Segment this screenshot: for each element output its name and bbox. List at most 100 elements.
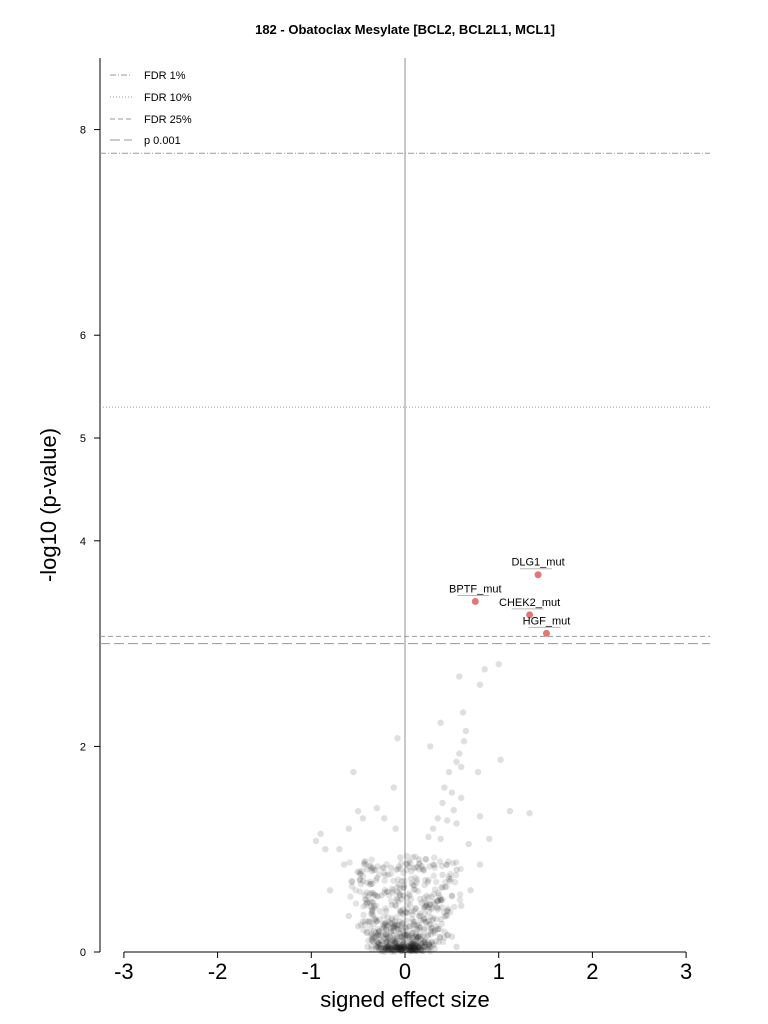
data-point xyxy=(457,865,464,873)
data-point xyxy=(382,945,390,953)
data-point xyxy=(372,902,380,909)
data-point xyxy=(412,947,419,954)
data-point xyxy=(415,944,423,951)
data-point xyxy=(427,948,434,955)
data-point xyxy=(363,879,370,886)
y-tick-label: 0 xyxy=(80,947,86,959)
data-point xyxy=(368,898,376,905)
data-point xyxy=(390,935,397,942)
data-point xyxy=(411,918,418,925)
x-tick-label: -1 xyxy=(302,959,322,984)
data-point xyxy=(445,858,452,865)
legend-label-fdr10: FDR 10% xyxy=(144,92,192,104)
data-point xyxy=(456,673,463,680)
data-point xyxy=(416,860,423,867)
data-point xyxy=(412,886,419,893)
data-point xyxy=(394,865,402,873)
data-point xyxy=(373,804,381,812)
data-point xyxy=(397,854,404,861)
data-point xyxy=(365,937,372,944)
data-point xyxy=(416,924,424,931)
data-point xyxy=(421,942,429,949)
data-point xyxy=(405,946,412,953)
data-point xyxy=(392,825,399,832)
data-point xyxy=(421,898,428,905)
data-point xyxy=(415,912,423,920)
data-point xyxy=(526,810,533,817)
data-point xyxy=(377,945,385,952)
data-point xyxy=(383,861,390,868)
data-point xyxy=(374,863,381,870)
data-point xyxy=(431,864,438,871)
data-point xyxy=(392,944,399,952)
data-point xyxy=(428,893,435,900)
data-point xyxy=(414,926,421,933)
data-point xyxy=(382,939,390,946)
data-point xyxy=(427,931,435,938)
data-point xyxy=(422,855,430,863)
data-point xyxy=(405,942,413,950)
data-point xyxy=(362,860,369,868)
data-point xyxy=(406,923,413,930)
data-point xyxy=(403,946,410,953)
data-point xyxy=(387,864,395,871)
data-point xyxy=(365,863,373,870)
data-point xyxy=(389,937,397,944)
data-point xyxy=(387,944,394,952)
data-point xyxy=(401,931,409,938)
data-point xyxy=(399,946,406,954)
data-point xyxy=(447,875,455,883)
data-point xyxy=(421,910,429,918)
data-point xyxy=(396,945,403,952)
data-point xyxy=(436,933,444,941)
data-point xyxy=(415,944,422,952)
data-point xyxy=(397,945,404,952)
data-point xyxy=(383,923,391,930)
data-point xyxy=(375,927,383,935)
data-point xyxy=(366,881,374,888)
data-point xyxy=(422,856,429,863)
data-point xyxy=(370,927,377,935)
data-point xyxy=(405,890,412,897)
data-point xyxy=(384,946,392,953)
data-point xyxy=(400,911,407,918)
data-point xyxy=(391,944,399,951)
data-point xyxy=(433,897,441,905)
data-point xyxy=(386,938,394,945)
data-point xyxy=(394,883,401,891)
data-point xyxy=(429,916,436,924)
data-point xyxy=(394,945,402,953)
data-point xyxy=(402,909,409,916)
data-point xyxy=(416,944,424,951)
data-point xyxy=(382,919,389,927)
data-point xyxy=(360,926,367,934)
data-point xyxy=(416,933,424,940)
data-point xyxy=(356,870,364,878)
data-point xyxy=(381,944,389,952)
data-point xyxy=(372,877,380,884)
data-point xyxy=(399,941,406,949)
data-point xyxy=(372,916,379,923)
data-point xyxy=(380,935,387,942)
data-point xyxy=(430,915,437,922)
data-point xyxy=(402,947,409,954)
data-point xyxy=(370,902,378,910)
data-point xyxy=(386,940,393,948)
data-point xyxy=(386,940,394,947)
data-point xyxy=(369,933,376,940)
data-point xyxy=(399,920,406,927)
data-point xyxy=(401,944,408,952)
data-point xyxy=(368,936,375,943)
data-point xyxy=(406,942,413,950)
data-point xyxy=(426,943,433,950)
data-point xyxy=(384,945,392,952)
data-point xyxy=(381,948,389,956)
data-point xyxy=(388,946,395,953)
data-point xyxy=(398,947,405,955)
data-point xyxy=(410,918,417,925)
data-point xyxy=(396,930,404,937)
data-point xyxy=(374,940,382,947)
data-point xyxy=(393,921,401,929)
background-points xyxy=(312,660,533,956)
data-point xyxy=(370,938,377,946)
